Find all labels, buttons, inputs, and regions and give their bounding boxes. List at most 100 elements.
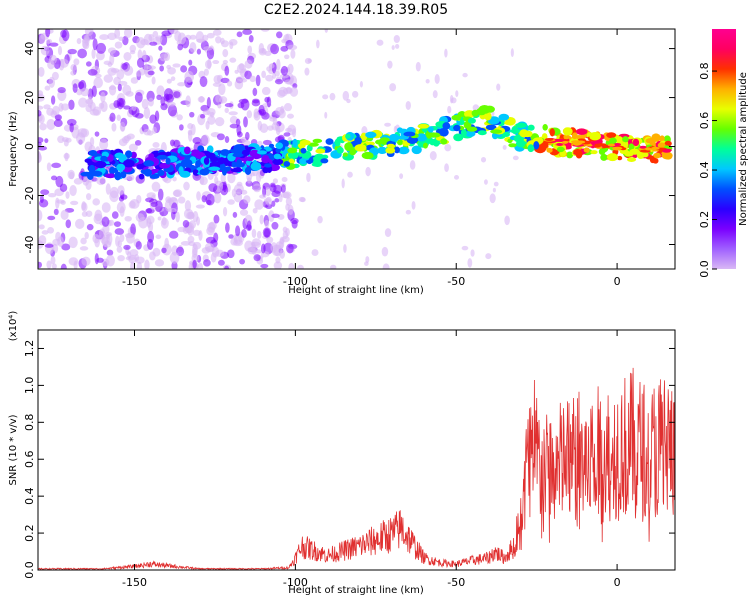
snr-y-tick-label: 1.0 (23, 377, 36, 395)
spectrogram-noise-blob (131, 105, 137, 112)
spectrogram-noise-blob (272, 178, 279, 184)
spectrogram-noise-blob (94, 209, 103, 222)
colorbar-tick-label: 0.8 (698, 62, 711, 80)
spectrogram-noise-blob (218, 96, 228, 104)
spectrogram-noise-blob (255, 74, 261, 87)
spectrogram-noise-blob (151, 76, 156, 85)
spectrogram-noise-blob (48, 76, 55, 88)
snr-x-ticks: -150 -100 -50 0 (122, 330, 621, 589)
spectrogram-noise-blob (160, 103, 168, 111)
spectrogram-noise-blob (249, 75, 256, 83)
spectrogram-noise-blob (228, 111, 238, 116)
spectrogram-noise-blob (394, 44, 400, 49)
spectrogram-noise-blob (167, 207, 177, 213)
spectrogram-signal-blob (504, 120, 513, 126)
spectrogram-noise-blob (262, 139, 272, 146)
spectrogram-noise-blob (91, 48, 96, 59)
spectrogram-noise-blob (274, 70, 280, 77)
spectrogram-noise-blob (54, 114, 62, 121)
spectrogram-noise-blob (213, 232, 219, 243)
colorbar-tick-label: 0.4 (698, 161, 711, 179)
spectrogram-noise-blob (455, 90, 459, 97)
spectrogram-signal-blob (165, 151, 172, 158)
spectrogram-noise-blob (202, 110, 211, 116)
spectrogram-noise-blob (41, 230, 49, 235)
spectrogram-noise-blob (208, 221, 217, 230)
spectrogram-noise-blob (152, 30, 159, 38)
spectrogram-noise-blob (284, 54, 290, 60)
spectrogram-noise-blob (167, 67, 176, 75)
spectrogram-noise-blob (224, 107, 229, 114)
spectrogram-noise-blob (157, 216, 162, 221)
spectrogram-noise-blob (467, 258, 473, 268)
spectrogram-signal-blob (652, 158, 659, 164)
spectrogram-noise-blob (263, 228, 271, 238)
spectrogram-noise-blob (96, 42, 107, 54)
spectrogram-noise-blob (275, 256, 281, 264)
spectrogram-noise-blob (282, 226, 288, 233)
spectrogram-noise-blob (274, 198, 280, 203)
spectrogram-noise-blob (109, 186, 119, 199)
spectrogram-signal-blob (453, 124, 461, 132)
spectrogram-signal-blob (116, 163, 126, 172)
spectrogram-noise-blob (149, 41, 158, 46)
spectrogram-noise-blob (215, 249, 225, 257)
spectrogram-noise-blob (47, 226, 55, 234)
spectrogram-noise-blob (203, 259, 211, 267)
spectrogram-noise-blob (73, 58, 80, 66)
spectrogram-noise-blob (101, 216, 110, 227)
spectrogram-signal-blob (403, 131, 416, 137)
spectrogram-noise-blob (114, 29, 121, 39)
spectrogram-signal-blob (206, 152, 216, 159)
spectrogram-noise-blob (128, 200, 136, 209)
spectrogram-noise-blob (91, 85, 97, 98)
spectrogram-signal-blob (636, 150, 645, 160)
spectrogram-noise-blob (117, 185, 125, 195)
colorbar: 0.0 0.2 0.4 0.6 0.8 Normalized spectral ampl… (698, 29, 749, 278)
spectrogram-signal-blob (268, 143, 275, 148)
colorbar-label: Normalized spectral amplitude (738, 72, 749, 226)
spectrogram-signal-blob (336, 147, 344, 154)
spectrogram-signal-blob (442, 122, 451, 130)
spectrogram-signal-blob (397, 146, 410, 155)
colorbar-tick-label: 0.0 (698, 260, 711, 278)
spectrogram-noise-blob (147, 70, 155, 76)
spectrogram-noise-blob (204, 59, 212, 69)
spectrogram-noise-blob (251, 228, 257, 239)
spectrogram-noise-blob (346, 98, 351, 104)
spectrogram-noise-blob (156, 85, 165, 97)
spectrogram-noise-blob (212, 29, 222, 36)
spectrogram-signal-blob (397, 139, 403, 146)
spectrogram-noise-blob (188, 59, 193, 66)
spectrogram-noise-blob (170, 76, 176, 82)
spectrogram-signal-blob (622, 136, 629, 143)
spectrogram-noise-blob (84, 141, 93, 152)
spectrogram-noise-blob (480, 156, 487, 163)
spectrogram-signal-blob (287, 147, 298, 154)
spectrogram-noise-blob (306, 172, 311, 183)
spectrogram-noise-blob (222, 206, 228, 217)
spectrogram-noise-blob (229, 57, 237, 63)
spectrogram-noise-blob (177, 32, 187, 45)
spectrogram-signal-blob (232, 153, 244, 158)
spectrogram-signal-blob (120, 171, 127, 179)
spectrogram-noise-blob (324, 29, 328, 33)
spectrogram-noise-blob (166, 78, 172, 84)
spectrogram-signal-blob (527, 124, 535, 131)
spectrogram-signal-blob (659, 135, 665, 143)
spectrogram-noise-blob (146, 208, 153, 214)
spectrogram-signal-blob (320, 158, 329, 164)
spectrogram-noise-blob (251, 99, 261, 107)
spectrogram-noise-blob (39, 123, 47, 131)
spectrogram-noise-blob (276, 58, 281, 71)
spectrogram-noise-blob (38, 145, 48, 151)
spectrogram-signal-blob (179, 170, 191, 178)
spectrogram-noise-blob (199, 76, 208, 88)
spectrogram-noise-blob (60, 263, 67, 269)
spectrogram-noise-blob (96, 175, 106, 186)
spectrogram-noise-blob (195, 216, 200, 226)
spectrogram-signal-blob (617, 155, 623, 161)
spectrogram-noise-blob (447, 105, 452, 114)
spectrogram-noise-blob (113, 221, 122, 228)
spectrogram-noise-blob (215, 36, 222, 44)
